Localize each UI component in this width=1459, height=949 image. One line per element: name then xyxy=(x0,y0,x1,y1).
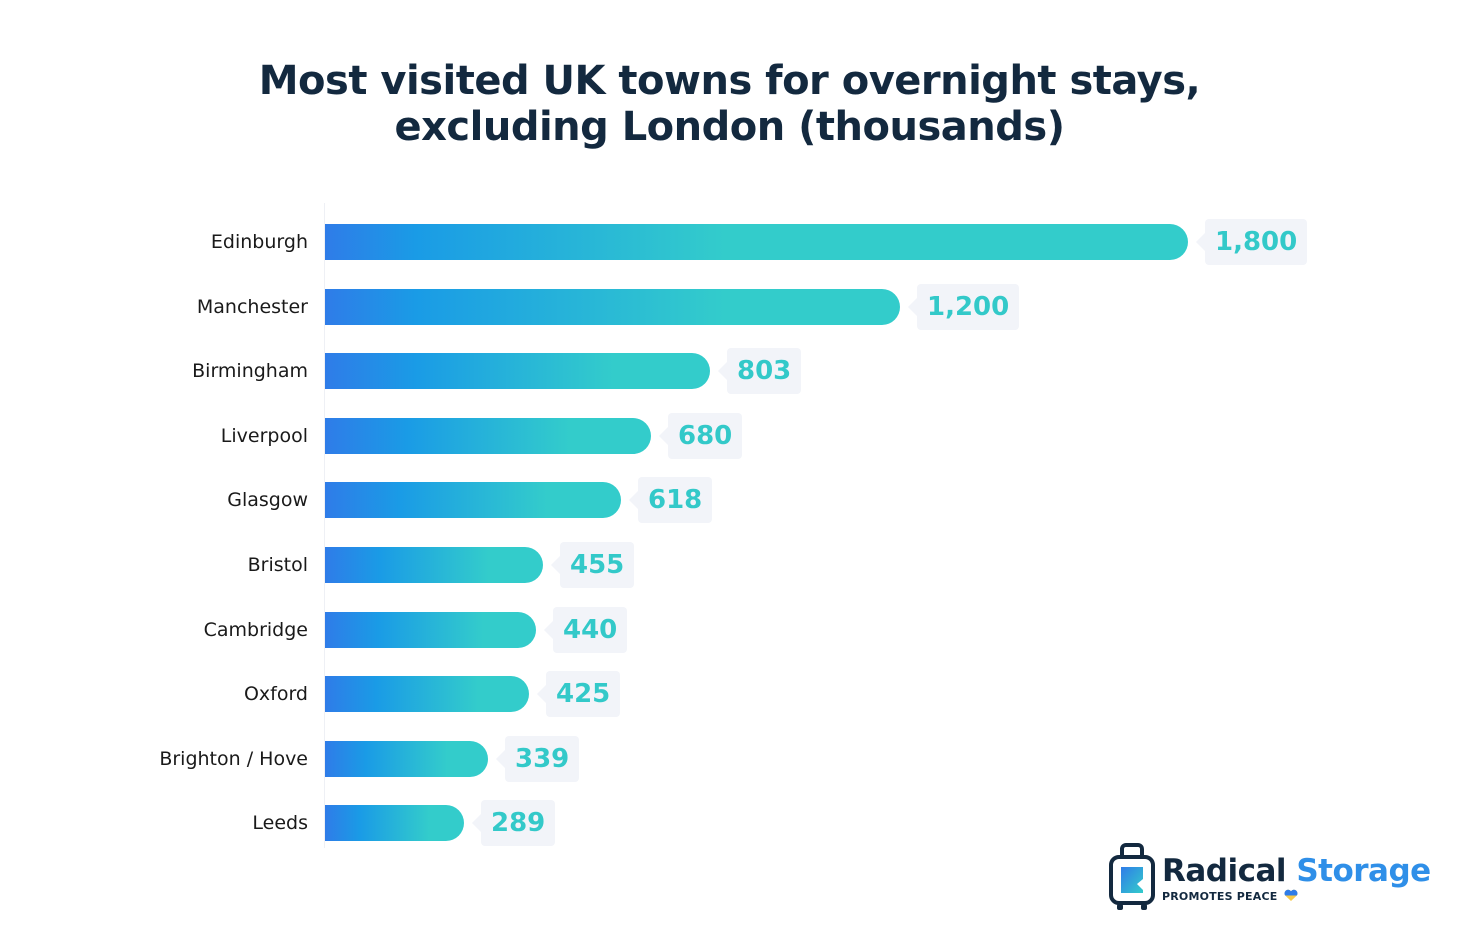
chart-title-line-2: excluding London (thousands) xyxy=(394,104,1065,150)
suitcase-logo-icon xyxy=(1109,843,1155,910)
bar xyxy=(325,353,710,390)
radical-storage-logo: Radical Storage PROMOTES PEACE xyxy=(1108,843,1431,913)
value-label: 1,800 xyxy=(1195,219,1308,265)
y-axis-line xyxy=(324,203,325,848)
category-label: Leeds xyxy=(252,812,308,835)
bar xyxy=(325,547,543,583)
category-label: Oxford xyxy=(243,683,308,706)
bar xyxy=(325,417,651,454)
value-label: 803 xyxy=(717,348,802,395)
bar xyxy=(325,288,900,325)
category-label: Birmingham xyxy=(192,360,308,383)
value-label: 440 xyxy=(543,606,628,653)
logo-wordmark: Radical Storage xyxy=(1162,853,1431,889)
category-label: Manchester xyxy=(196,295,308,318)
ukraine-heart-icon xyxy=(1284,889,1298,901)
category-label: Liverpool xyxy=(220,424,308,447)
category-label: Glasgow xyxy=(227,489,308,512)
category-label: Bristol xyxy=(247,554,308,576)
value-label: 680 xyxy=(658,412,743,459)
bar xyxy=(325,740,488,777)
bar xyxy=(325,805,464,842)
bar xyxy=(325,676,529,713)
bar xyxy=(325,224,1188,260)
value-label: 618 xyxy=(628,477,713,524)
logo-tagline: PROMOTES PEACE xyxy=(1162,889,1298,903)
bar xyxy=(325,482,621,519)
value-label: 425 xyxy=(536,671,621,718)
value-label: 339 xyxy=(495,735,580,782)
category-label: Edinburgh xyxy=(210,231,308,253)
value-label: 455 xyxy=(550,542,635,588)
value-label: 289 xyxy=(471,800,556,847)
category-label: Brighton / Hove xyxy=(159,747,308,770)
bar xyxy=(325,611,536,648)
chart-title: Most visited UK towns for overnight stay… xyxy=(0,58,1459,150)
chart-title-line-1: Most visited UK towns for overnight stay… xyxy=(258,58,1201,104)
value-label: 1,200 xyxy=(907,283,1020,330)
category-label: Cambridge xyxy=(203,618,308,641)
